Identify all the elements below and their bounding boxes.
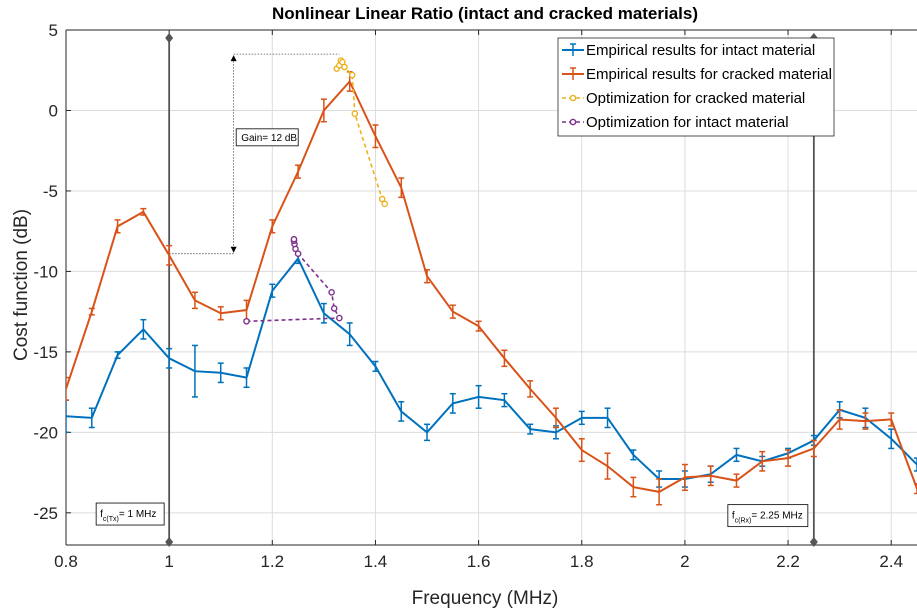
- data-point: [243, 317, 250, 325]
- series-3: [333, 57, 389, 208]
- frequency-marker-label-box: [727, 504, 809, 528]
- y-tick-label: 0: [49, 101, 58, 120]
- data-point: [378, 195, 386, 203]
- gain-annotation: Gain= 12 dB: [169, 53, 340, 255]
- y-tick-label: -10: [33, 262, 58, 281]
- legend-label: Optimization for intact material: [586, 114, 789, 131]
- frequency-marker-label-box: [95, 502, 165, 526]
- data-series: [66, 57, 917, 506]
- frequency-marker-bottom-diamond: [165, 537, 174, 547]
- legend-swatch-marker: [569, 118, 577, 126]
- x-tick-label: 2.2: [776, 552, 800, 571]
- tick-labels: 0.8 1 1.2 1.4 1.6 1.8 2 2.2 2.4 5 0 -5 -10 -15 -20 -25: [33, 21, 903, 571]
- legend-label: Empirical results for intact material: [586, 42, 815, 59]
- legend-swatch-marker: [569, 94, 577, 102]
- legend-item[interactable]: Optimization for intact material: [562, 114, 789, 131]
- data-point: [294, 250, 302, 258]
- data-point: [348, 71, 356, 79]
- x-tick-label: 1.4: [364, 552, 388, 571]
- data-point: [351, 110, 359, 117]
- legend-item[interactable]: Optimization for cracked material: [562, 90, 805, 107]
- y-tick-label: 5: [49, 21, 58, 40]
- legend-box: [557, 37, 835, 137]
- series-2: [66, 71, 917, 506]
- data-point: [328, 289, 335, 296]
- series-clip-group: [66, 57, 917, 506]
- legend-label: Empirical results for cracked material: [586, 66, 832, 83]
- x-axis-title: Frequency (MHz): [412, 588, 559, 609]
- y-tick-label: -5: [43, 182, 58, 201]
- x-tick-label: 1.8: [570, 552, 594, 571]
- gain-arrow-up: [230, 55, 237, 62]
- data-point: [336, 314, 343, 322]
- x-tick-label: 0.8: [54, 552, 78, 571]
- series-line: [246, 239, 341, 323]
- x-tick-label: 2: [680, 552, 689, 571]
- data-point: [341, 63, 348, 71]
- x-tick-label: 1.2: [260, 552, 284, 571]
- series-1: [66, 252, 917, 488]
- data-point: [330, 305, 338, 312]
- data-point: [381, 200, 389, 208]
- chart-title: Nonlinear Linear Ratio (intact and crack…: [272, 4, 698, 23]
- frequency-marker-top-diamond: [165, 33, 174, 43]
- y-tick-label: -20: [33, 423, 58, 442]
- series-4: [243, 235, 343, 325]
- data-point: [290, 235, 298, 243]
- frequency-marker-bottom-diamond: [809, 537, 818, 547]
- series-line: [336, 59, 386, 205]
- gain-arrow-down: [230, 246, 237, 253]
- frequency-marker-label: fc(Rx)= 2.25 MHz: [732, 511, 803, 525]
- legend-item[interactable]: Empirical results for intact material: [562, 42, 815, 59]
- x-tick-label: 2.4: [879, 552, 903, 571]
- legend-label: Optimization for cracked material: [586, 90, 805, 107]
- x-tick-label: 1: [164, 552, 173, 571]
- gain-label-box: [235, 128, 299, 147]
- gain-label: Gain= 12 dB: [241, 133, 297, 144]
- y-axis-title: Cost function (dB): [11, 209, 32, 361]
- y-tick-label: -25: [33, 504, 58, 523]
- x-tick-label: 1.6: [467, 552, 491, 571]
- y-tick-label: -15: [33, 343, 58, 362]
- legend[interactable]: Empirical results for intact material Emp…: [557, 37, 835, 137]
- frequency-marker-label: fc(Tx)= 1 MHz: [100, 509, 156, 523]
- legend-item[interactable]: Empirical results for cracked material: [562, 66, 832, 83]
